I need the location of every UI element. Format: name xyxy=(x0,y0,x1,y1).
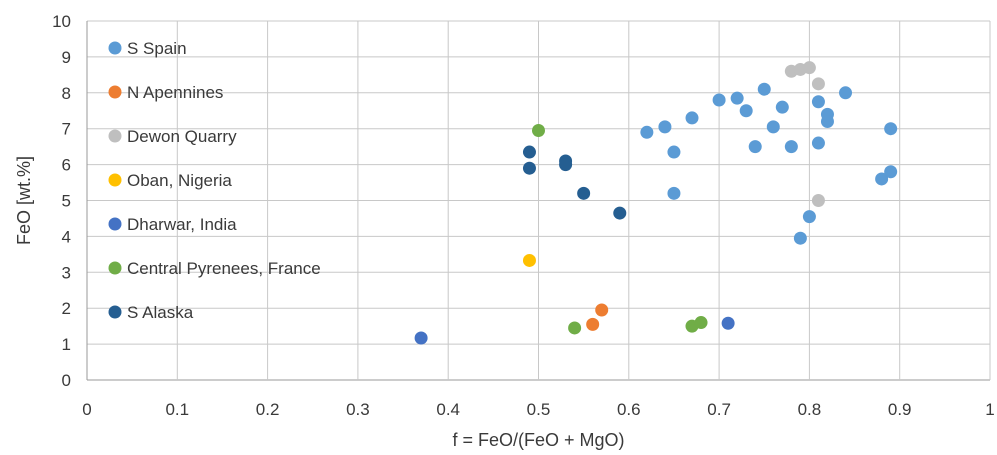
x-tick-label: 0.1 xyxy=(165,400,189,419)
data-point xyxy=(811,194,825,207)
data-point xyxy=(712,93,726,107)
data-point xyxy=(414,331,428,345)
legend-marker xyxy=(108,85,122,99)
data-point xyxy=(568,321,582,335)
x-tick-label: 0.2 xyxy=(256,400,280,419)
data-point xyxy=(793,231,807,245)
data-point xyxy=(775,100,789,114)
x-tick-label: 0.4 xyxy=(436,400,460,419)
x-tick-label: 0.7 xyxy=(707,400,731,419)
data-points xyxy=(414,61,898,345)
legend-label: Central Pyrenees, France xyxy=(127,259,321,278)
y-tick-label: 8 xyxy=(62,84,71,103)
data-point xyxy=(640,125,654,139)
data-point xyxy=(784,140,798,154)
data-point xyxy=(586,317,600,331)
y-tick-label: 3 xyxy=(62,263,71,282)
legend-label: Dharwar, India xyxy=(127,215,237,234)
y-tick-label: 1 xyxy=(62,335,71,354)
y-tick-label: 0 xyxy=(62,371,71,390)
legend-label: Oban, Nigeria xyxy=(127,171,232,190)
data-point xyxy=(577,186,591,200)
y-tick-label: 10 xyxy=(52,12,71,31)
legend-label: S Alaska xyxy=(127,303,194,322)
legend-label: S Spain xyxy=(127,39,187,58)
data-point xyxy=(875,172,889,186)
y-axis-title: FeO [wt.%] xyxy=(14,156,34,245)
data-point xyxy=(685,111,699,125)
data-point xyxy=(613,206,627,220)
legend-marker xyxy=(108,305,122,319)
data-point xyxy=(839,86,853,100)
x-tick-label: 0.3 xyxy=(346,400,370,419)
y-tick-label: 7 xyxy=(62,120,71,139)
x-tick-label: 0.6 xyxy=(617,400,641,419)
data-point xyxy=(522,145,536,159)
legend-marker xyxy=(108,261,122,275)
data-point xyxy=(757,82,771,96)
legend-label: Dewon Quarry xyxy=(127,127,237,146)
legend-marker xyxy=(108,173,122,187)
legend-label: N Apennines xyxy=(127,83,223,102)
data-point xyxy=(884,122,898,136)
data-point xyxy=(522,161,536,175)
x-tick-label: 1 xyxy=(985,400,994,419)
data-point xyxy=(820,115,834,129)
data-point xyxy=(884,165,898,179)
data-point xyxy=(694,316,708,330)
data-point xyxy=(522,253,536,267)
data-point xyxy=(802,61,816,75)
y-tick-label: 6 xyxy=(62,156,71,175)
data-point xyxy=(748,140,762,154)
data-point xyxy=(667,145,681,159)
x-tick-labels: 0 0.1 0.2 0.3 0.4 0.5 0.6 0.7 0.8 0.9 1 xyxy=(82,400,994,419)
data-point xyxy=(811,136,825,150)
data-point xyxy=(766,120,780,134)
data-point xyxy=(595,303,609,317)
data-point xyxy=(721,316,735,330)
data-point xyxy=(532,123,545,137)
y-tick-label: 9 xyxy=(62,48,71,67)
legend-marker xyxy=(108,41,122,55)
legend-marker xyxy=(108,129,122,143)
legend: S Spain N Apennines Dewon Quarry Oban, Nige… xyxy=(108,39,321,322)
legend-marker xyxy=(108,217,122,231)
x-axis-title: f = FeO/(FeO + MgO) xyxy=(452,430,624,450)
x-tick-label: 0.5 xyxy=(527,400,551,419)
x-tick-label: 0.9 xyxy=(888,400,912,419)
data-point xyxy=(559,158,573,172)
y-tick-label: 4 xyxy=(62,227,71,246)
data-point xyxy=(802,210,816,224)
data-point xyxy=(730,91,744,105)
data-point xyxy=(667,186,681,200)
data-point xyxy=(658,120,672,134)
x-tick-label: 0.8 xyxy=(798,400,822,419)
y-tick-labels: 0 1 2 3 4 5 6 7 8 9 10 xyxy=(52,12,71,390)
y-tick-label: 2 xyxy=(62,299,71,318)
data-point xyxy=(811,77,825,91)
x-tick-label: 0 xyxy=(82,400,91,419)
y-tick-label: 5 xyxy=(62,192,71,211)
data-point xyxy=(811,95,825,109)
grid-lines xyxy=(86,20,991,381)
data-point xyxy=(739,104,753,118)
